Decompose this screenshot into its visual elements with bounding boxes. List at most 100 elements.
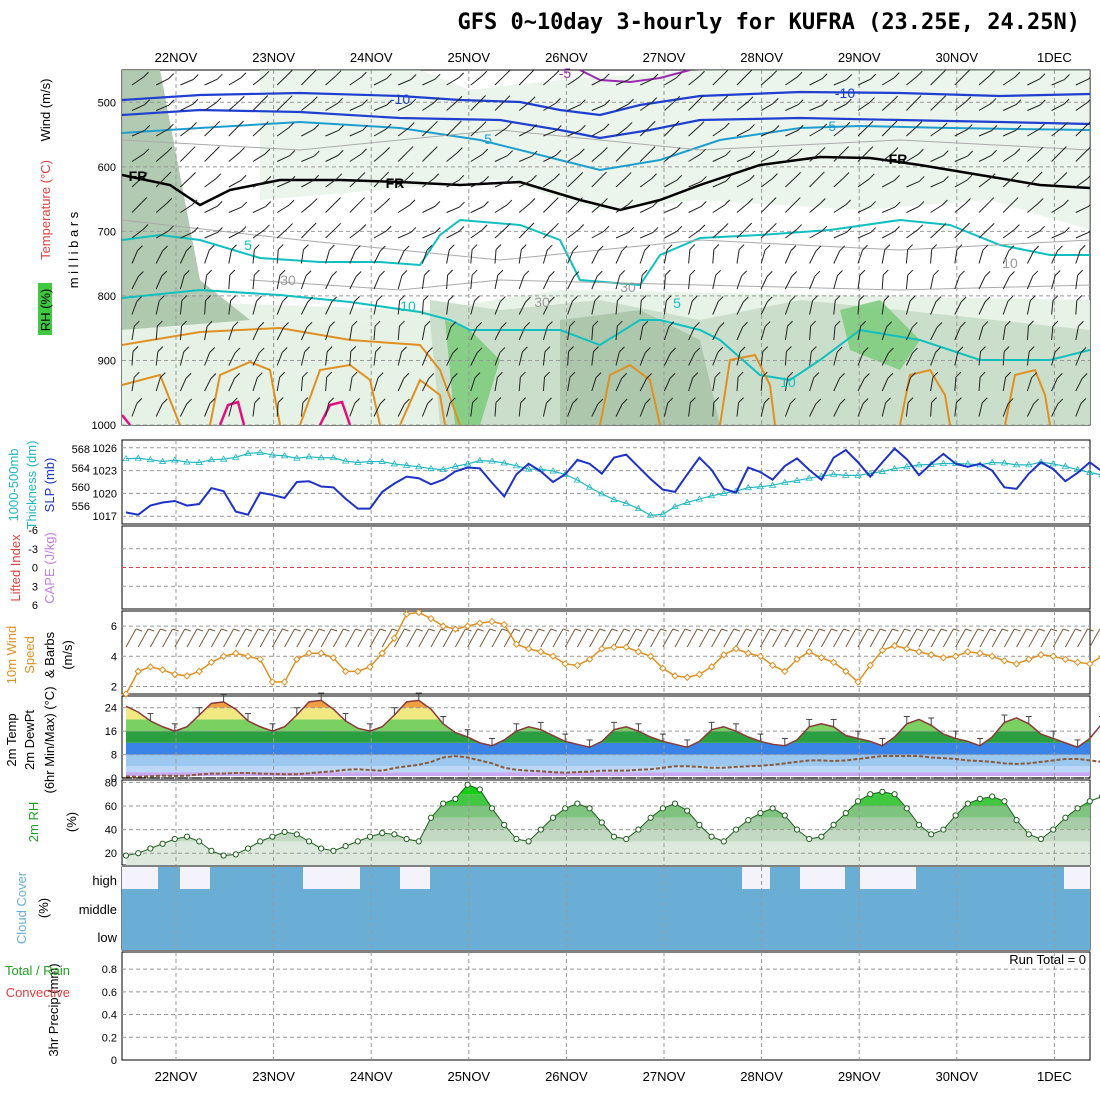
precip-tick-label: 0.2: [102, 1032, 117, 1044]
contour-label: 10: [1002, 255, 1018, 271]
wind-barb-flag: [888, 347, 894, 354]
wind-barb: [881, 326, 888, 341]
rh-unit-label: (%): [64, 812, 79, 832]
wind-barb: [1075, 250, 1081, 264]
wind-barb-flag: [359, 172, 366, 178]
wind-speed-point: [988, 652, 996, 660]
contour-label: 30: [534, 294, 550, 310]
wind-barb-flag: [192, 74, 199, 80]
wind-barb: [809, 377, 815, 392]
wind-barb: [479, 628, 491, 648]
wind-barb-flag: [143, 148, 150, 155]
wind-barb-flag: [936, 322, 943, 328]
wind-barb-flag: [253, 269, 260, 276]
wind-barb: [494, 180, 509, 188]
wind-barb: [1051, 231, 1065, 239]
wind-barb: [518, 249, 522, 264]
wind-barb: [179, 326, 183, 341]
contour-line: [1004, 368, 1051, 425]
wind-barb-flag: [594, 295, 601, 302]
thickness-point: [378, 457, 386, 464]
date-label: 1DEC: [1037, 1069, 1072, 1084]
wind-speed-point: [268, 678, 277, 686]
wind-barb-flag: [288, 199, 295, 206]
wind-barb: [276, 249, 279, 264]
wind-barb-flag: [168, 73, 175, 79]
wind-barb: [930, 402, 933, 417]
li-tick-label: 3: [32, 581, 38, 593]
wind-barb-flag: [904, 628, 911, 632]
thickness-tick-label: 568: [72, 444, 90, 456]
wind-barb-flag: [651, 173, 657, 180]
date-label: 1DEC: [1037, 50, 1072, 65]
wind-barb: [491, 628, 503, 648]
wind-barb: [470, 126, 482, 137]
wind-barb-flag: [673, 120, 680, 127]
wind-barb: [301, 101, 313, 111]
wind-barb: [446, 206, 460, 213]
wind-barb-flag: [815, 245, 822, 252]
wind-speed-point: [573, 661, 582, 670]
wind-barb-flag: [887, 372, 894, 379]
wind-barb-flag: [652, 227, 659, 233]
wind-barb: [833, 628, 845, 648]
wind-barb-flag: [953, 628, 960, 632]
wind-barb: [131, 377, 135, 392]
wind-barb-flag: [262, 121, 269, 127]
wind-speed-point: [1086, 660, 1094, 668]
wind-barb: [252, 249, 255, 264]
wind-barb-flag: [1007, 398, 1014, 404]
wind-barb-flag: [383, 171, 390, 178]
wind-barb: [369, 628, 381, 648]
wind-barb-flag: [652, 73, 659, 80]
wind-barb: [198, 628, 210, 648]
wind-barb: [591, 78, 605, 86]
wind-barb-flag: [749, 150, 756, 157]
thickness-point: [768, 481, 777, 488]
wind-speed-point: [146, 663, 155, 671]
precip-total-rain-label: Total / Rain: [5, 963, 70, 978]
wind-barb-flag: [839, 372, 845, 379]
wind-barb-flag: [476, 321, 483, 328]
rh-tick-label: 20: [105, 848, 117, 860]
wind-barb: [954, 203, 966, 213]
rh-point: [806, 835, 813, 843]
wind-barb: [494, 100, 506, 111]
wind-barb-flag: [965, 628, 972, 632]
wind-barb-flag: [447, 269, 453, 276]
wind-barb-flag: [384, 198, 390, 204]
wind-barb: [688, 153, 701, 162]
wind-barb: [421, 326, 426, 341]
wind-barb: [567, 104, 581, 111]
wind-barb-flag: [625, 146, 632, 152]
thickness-point: [1012, 461, 1021, 468]
wind-barb: [1002, 176, 1014, 188]
wind-barb: [228, 378, 236, 392]
wind-barb: [1002, 104, 1017, 111]
wind-barb: [978, 130, 993, 137]
wind-barb-flag: [452, 372, 458, 379]
thickness-point: [415, 463, 423, 470]
wind-barb: [1002, 377, 1007, 392]
wind-barb-flag: [283, 322, 289, 328]
wind-barb-flag: [855, 628, 862, 632]
wind-barb-flag: [335, 70, 342, 77]
wind-barb-flag: [477, 628, 484, 632]
wind-barb-flag: [1015, 99, 1022, 106]
wind-barb-flag: [306, 321, 313, 328]
wind-barb: [349, 104, 363, 111]
wind-barb: [591, 151, 603, 162]
wind-barb: [228, 326, 234, 341]
date-label: 25NOV: [447, 50, 490, 65]
wind-barb: [881, 249, 886, 264]
wind-barb: [373, 152, 385, 162]
wind-barb-flag: [1037, 146, 1044, 153]
wind-barb: [589, 628, 601, 648]
wind-barb-flag: [597, 245, 604, 252]
wind-barb-flag: [1080, 398, 1087, 404]
wind-barb: [857, 326, 862, 341]
contour-label: FR: [386, 175, 405, 191]
wind-barb-flag: [645, 398, 651, 404]
wind-barb: [228, 77, 242, 86]
wind-barb-flag: [529, 96, 536, 103]
